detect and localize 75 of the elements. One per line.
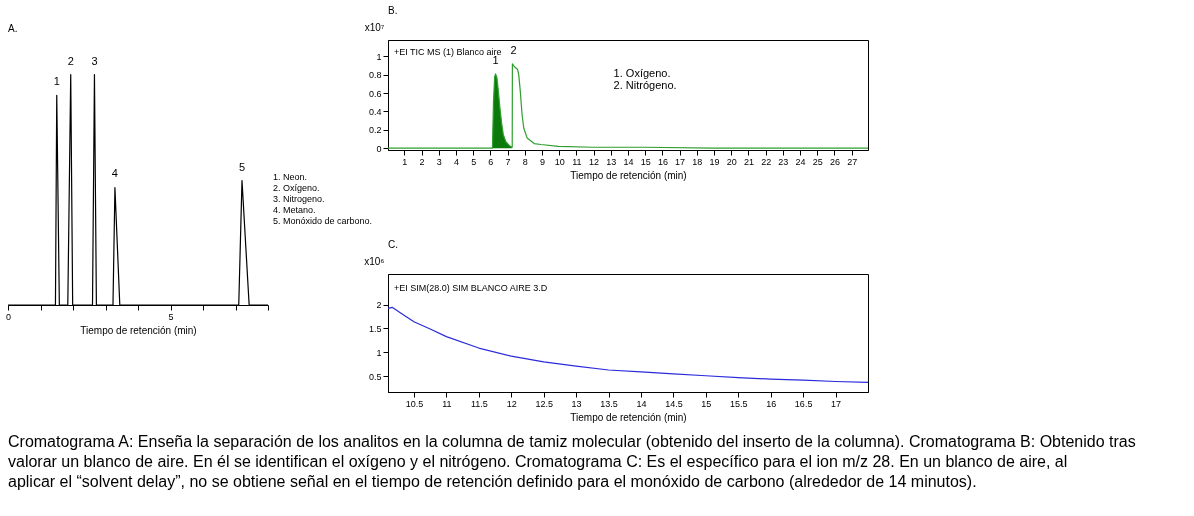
y-tick-label: 0.8 xyxy=(368,70,382,81)
x-tick-label: 22 xyxy=(761,156,772,167)
x-tick-label: 13.5 xyxy=(600,398,618,409)
x-tick-label: 17 xyxy=(831,398,842,409)
x-tick-label: 27 xyxy=(847,156,858,167)
x-tick-label: 3 xyxy=(436,156,442,167)
x-tick-label: 5 xyxy=(471,156,477,167)
x-tick-label: 23 xyxy=(778,156,789,167)
line-series xyxy=(387,306,869,384)
x-tick-label: 1 xyxy=(402,156,408,167)
annotation: 2 xyxy=(67,54,74,67)
text: 4. Metano. xyxy=(273,204,316,215)
x-tick-label: 11 xyxy=(572,156,582,167)
chart-title: C. xyxy=(388,239,398,250)
x-tick-label: 26 xyxy=(829,156,840,167)
annotation: +EI TIC MS (1) Blanco aire xyxy=(394,47,502,57)
text: 3. Nitrogeno. xyxy=(273,193,325,204)
x-tick-label: 16 xyxy=(766,398,777,409)
annotation: +EI SIM(28.0) SIM BLANCO AIRE 3.D xyxy=(394,283,548,293)
y-tick-label: 1.5 xyxy=(368,323,382,334)
x-tick-label: 14 xyxy=(623,156,634,167)
y-tick-label: 2 xyxy=(376,300,382,311)
text: 2. Oxígeno. xyxy=(273,182,320,193)
annotation: 1. Oxígeno. xyxy=(613,66,671,79)
x-tick-label: 19 xyxy=(709,156,720,167)
y-tick-label: 0.5 xyxy=(368,371,382,382)
x-tick-label: 6 xyxy=(488,156,494,167)
x-tick-label: 20 xyxy=(726,156,737,167)
x-tick-label: 12 xyxy=(506,398,517,409)
x-tick-label: 14 xyxy=(636,398,647,409)
x-tick-label: 16.5 xyxy=(794,398,813,409)
x-tick-label: 18 xyxy=(692,156,703,167)
y-tick-label: 0.6 xyxy=(368,88,382,99)
x-tick-label: 14.5 xyxy=(665,398,683,409)
text: 1. Neon. xyxy=(273,171,308,182)
x-tick-label: 13 xyxy=(606,156,617,167)
x-tick-label: 25 xyxy=(812,156,823,167)
x-tick-label: 16 xyxy=(657,156,668,167)
x-axis-title: Tiempo de retención (min) xyxy=(570,411,687,423)
y-tick-label: 0 xyxy=(376,143,382,154)
x-tick-label: 21 xyxy=(743,156,754,167)
text: 5. Monóxido de carbono. xyxy=(273,215,373,226)
x-tick-label: 11 xyxy=(442,398,452,409)
x-tick-label: 24 xyxy=(795,156,806,167)
x-tick-label: 10 xyxy=(554,156,565,167)
annotation: 2 xyxy=(510,43,517,56)
annotation: 1 xyxy=(53,75,60,88)
chart-title: B. xyxy=(388,5,398,16)
x-tick-label: 12 xyxy=(589,156,600,167)
annotation: 3 xyxy=(91,54,98,67)
x-tick-label: 10.5 xyxy=(405,398,424,409)
annotation: 4 xyxy=(111,167,118,180)
x-tick-label: 8 xyxy=(522,156,528,167)
y-tick-label: 1 xyxy=(376,347,382,358)
x-tick-label: 2 xyxy=(419,156,425,167)
x-tick-label: 15 xyxy=(701,398,712,409)
y-axis-title: x10⁶ xyxy=(364,255,385,267)
y-axis-title: x10⁷ xyxy=(364,21,385,33)
x-axis-title: Tiempo de retención (min) xyxy=(570,169,687,181)
y-tick-label: 1 xyxy=(376,52,382,62)
x-tick-label: 7 xyxy=(505,156,511,167)
x-axis-title: Tiempo de retención (min) xyxy=(80,324,197,336)
chart-title: A. xyxy=(8,23,18,34)
x-tick-label: 13 xyxy=(571,398,582,409)
x-tick-label: 4 xyxy=(453,156,459,167)
x-tick-label: 17 xyxy=(675,156,686,167)
x-tick-label: 15 xyxy=(640,156,651,167)
annotation: 2. Nitrógeno. xyxy=(613,78,677,91)
text: Cromatograma A: Enseña la separación de los analitos en la columna de tamiz molecular (obtenido del inserto de la columna). Cromatograma B: Obtenido tras valorar un blanco de aire. En él se identifican el oxígeno y el nitrógeno. Cromatograma C: Es el específico para el ion m/z 28. En un blanco de aire, al aplicar el “solvent delay”, no se obtiene señal en el tiempo de retención definido para el monóxido de carbono (alrededor de 14 minutos). xyxy=(8,433,1136,490)
x-tick-label: 9 xyxy=(539,156,545,167)
x-tick-label: 12.5 xyxy=(535,398,553,409)
y-tick-label: 0.2 xyxy=(368,125,382,136)
y-tick-label: 0.4 xyxy=(368,107,382,117)
x-tick-label: 11.5 xyxy=(470,398,488,409)
x-tick-label: 15.5 xyxy=(730,398,748,409)
